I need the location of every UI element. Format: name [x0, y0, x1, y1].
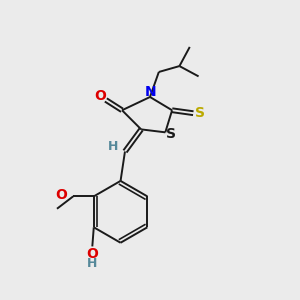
Text: H: H: [87, 257, 98, 270]
Text: N: N: [145, 85, 156, 99]
Text: O: O: [86, 247, 98, 261]
Text: O: O: [94, 89, 106, 103]
Text: S: S: [195, 106, 205, 120]
Text: S: S: [166, 127, 176, 141]
Text: H: H: [107, 140, 118, 153]
Text: O: O: [55, 188, 67, 202]
